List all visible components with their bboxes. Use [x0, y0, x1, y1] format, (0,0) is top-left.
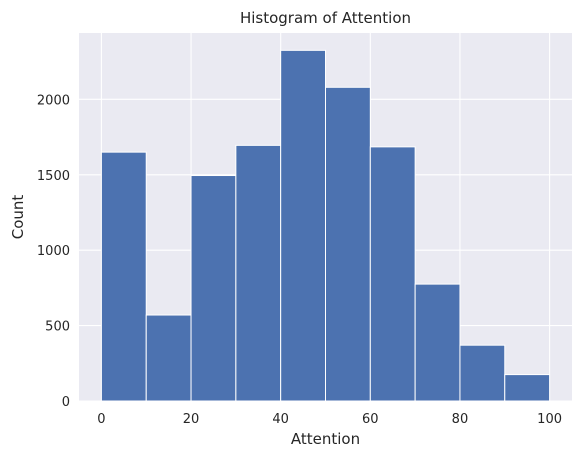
histogram-bar [145, 314, 192, 402]
y-axis-title: Count [9, 195, 27, 240]
histogram-bar [100, 151, 147, 402]
y-axis-ticks: 0 500 1000 1500 2000 [37, 93, 70, 410]
y-tick-label: 2000 [37, 93, 70, 108]
x-tick-label: 0 [97, 412, 105, 427]
x-tick-label: 20 [183, 412, 200, 427]
histogram-bar [325, 86, 371, 402]
x-tick-label: 60 [362, 412, 379, 427]
bars [100, 49, 551, 402]
x-tick-label: 100 [537, 412, 562, 427]
y-tick-label: 1500 [37, 169, 70, 184]
x-axis-ticks: 0 20 40 60 80 100 [97, 412, 562, 427]
x-tick-label: 40 [272, 412, 289, 427]
histogram-bar [190, 175, 237, 402]
histogram-bar [414, 283, 461, 402]
histogram-bar [369, 146, 416, 402]
y-tick-label: 1000 [37, 244, 70, 259]
histogram-bar [280, 49, 327, 402]
y-tick-label: 500 [45, 320, 70, 335]
histogram-bar [459, 344, 506, 402]
x-tick-label: 80 [452, 412, 469, 427]
y-tick-label: 0 [62, 395, 70, 410]
chart-title: Histogram of Attention [240, 9, 411, 27]
histogram-bar [235, 144, 282, 402]
x-axis-title: Attention [291, 430, 360, 448]
histogram-bar [504, 374, 551, 402]
